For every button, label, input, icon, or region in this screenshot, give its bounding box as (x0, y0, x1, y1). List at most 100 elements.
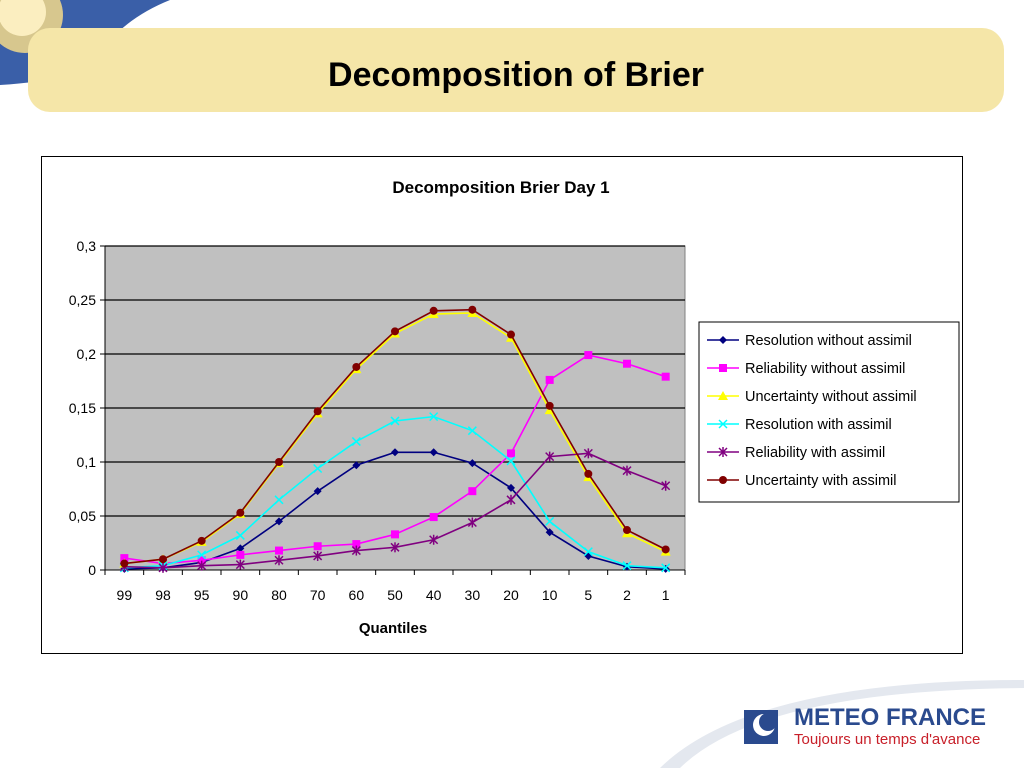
chart-frame: Decomposition Brier Day 1 0 0,05 0,1 0,15 0,… (41, 156, 963, 654)
data-point (623, 526, 631, 535)
y-tick-label: 0,05 (69, 508, 96, 524)
y-tick-label: 0,15 (69, 400, 96, 416)
data-point (391, 530, 399, 539)
meteo-france-logo: METEO FRANCE Toujours un temps d'avance (740, 700, 1010, 756)
x-axis-label: Quantiles (359, 620, 427, 637)
data-point (352, 461, 361, 470)
data-point (661, 480, 671, 491)
legend-label: Reliability without assimil (745, 361, 905, 377)
x-tick-label: 70 (310, 587, 326, 603)
x-tick-label: 95 (194, 587, 210, 603)
data-point (390, 416, 400, 426)
data-point (197, 536, 206, 545)
data-point (197, 550, 207, 560)
data-point (468, 305, 477, 314)
x-tick-label: 5 (584, 587, 592, 603)
data-point (467, 426, 477, 436)
data-point (584, 469, 593, 478)
legend-marker (718, 391, 728, 400)
data-point (507, 483, 515, 492)
data-point (429, 513, 438, 522)
legend-box (698, 321, 960, 503)
data-point (391, 448, 399, 457)
legend-marker (718, 419, 728, 429)
data-point (236, 508, 245, 517)
y-tick-label: 0,3 (77, 238, 97, 254)
logo-brand-text: METEO FRANCE (794, 704, 986, 731)
data-point (545, 516, 555, 526)
legend: Resolution without assimil Reliability wi… (698, 321, 960, 503)
footer-swoosh (660, 680, 1024, 768)
logo-tagline: Toujours un temps d'avance (794, 731, 981, 748)
data-point (467, 517, 477, 528)
data-point (197, 560, 207, 571)
data-point (313, 487, 322, 496)
data-point (429, 448, 438, 457)
data-point (583, 547, 593, 557)
data-point (661, 545, 670, 554)
legend-marker (719, 476, 727, 484)
data-point (583, 448, 593, 459)
data-point (545, 451, 555, 462)
legend-label: Resolution without assimil (745, 333, 912, 349)
data-point (468, 459, 477, 468)
data-point (274, 495, 284, 505)
data-point (390, 542, 400, 553)
data-point (623, 359, 631, 368)
y-tick-label: 0,2 (77, 346, 97, 362)
data-point (235, 530, 245, 540)
data-point (120, 559, 129, 568)
data-point (584, 551, 593, 560)
chart-title: Decomposition Brier Day 1 (392, 178, 609, 197)
data-point (159, 555, 167, 564)
data-point (236, 550, 245, 559)
data-point (429, 306, 438, 315)
data-point (545, 528, 554, 537)
data-point (313, 463, 323, 474)
data-point (275, 546, 283, 555)
data-point (313, 542, 322, 551)
title-banner: Decomposition of Brier (28, 28, 1004, 112)
x-tick-label: 50 (387, 587, 403, 603)
data-point (661, 563, 671, 573)
x-tick-label: 20 (503, 587, 519, 603)
data-point (391, 327, 399, 336)
data-point (313, 407, 322, 416)
data-point (507, 449, 515, 458)
line-chart: Decomposition Brier Day 1 0 0,05 0,1 0,15 0,… (69, 178, 960, 637)
x-tick-label: 30 (465, 587, 481, 603)
y-tick-label: 0 (88, 562, 96, 578)
data-point (352, 540, 361, 549)
data-point (352, 362, 361, 371)
data-point (429, 412, 439, 422)
x-tick-label: 80 (271, 587, 287, 603)
data-point (661, 372, 670, 381)
legend-label: Uncertainty without assimil (745, 389, 917, 405)
data-point (274, 555, 284, 566)
data-point (197, 556, 206, 565)
data-point (507, 330, 515, 339)
data-point (622, 561, 632, 571)
slide-title: Decomposition of Brier (328, 56, 704, 94)
x-tick-label: 99 (117, 587, 133, 603)
data-point (429, 534, 439, 545)
data-point (351, 545, 361, 556)
legend-marker (718, 447, 728, 457)
x-tick-label: 98 (155, 587, 171, 603)
data-point (506, 494, 516, 505)
legend-label: Resolution with assimil (745, 417, 892, 433)
data-point (661, 564, 670, 573)
data-point (506, 456, 516, 466)
data-point (158, 562, 168, 573)
x-tick-label: 1 (662, 587, 670, 603)
data-point (236, 544, 245, 553)
x-tick-label: 40 (426, 587, 442, 603)
data-point (235, 559, 245, 570)
legend-label: Uncertainty with assimil (745, 473, 897, 489)
legend-label: Reliability with assimil (745, 445, 885, 461)
data-point (622, 465, 632, 476)
y-tick-label: 0,1 (77, 454, 97, 470)
legend-marker (719, 336, 727, 344)
y-tick-label: 0,25 (69, 292, 96, 308)
x-tick-label: 60 (349, 587, 365, 603)
